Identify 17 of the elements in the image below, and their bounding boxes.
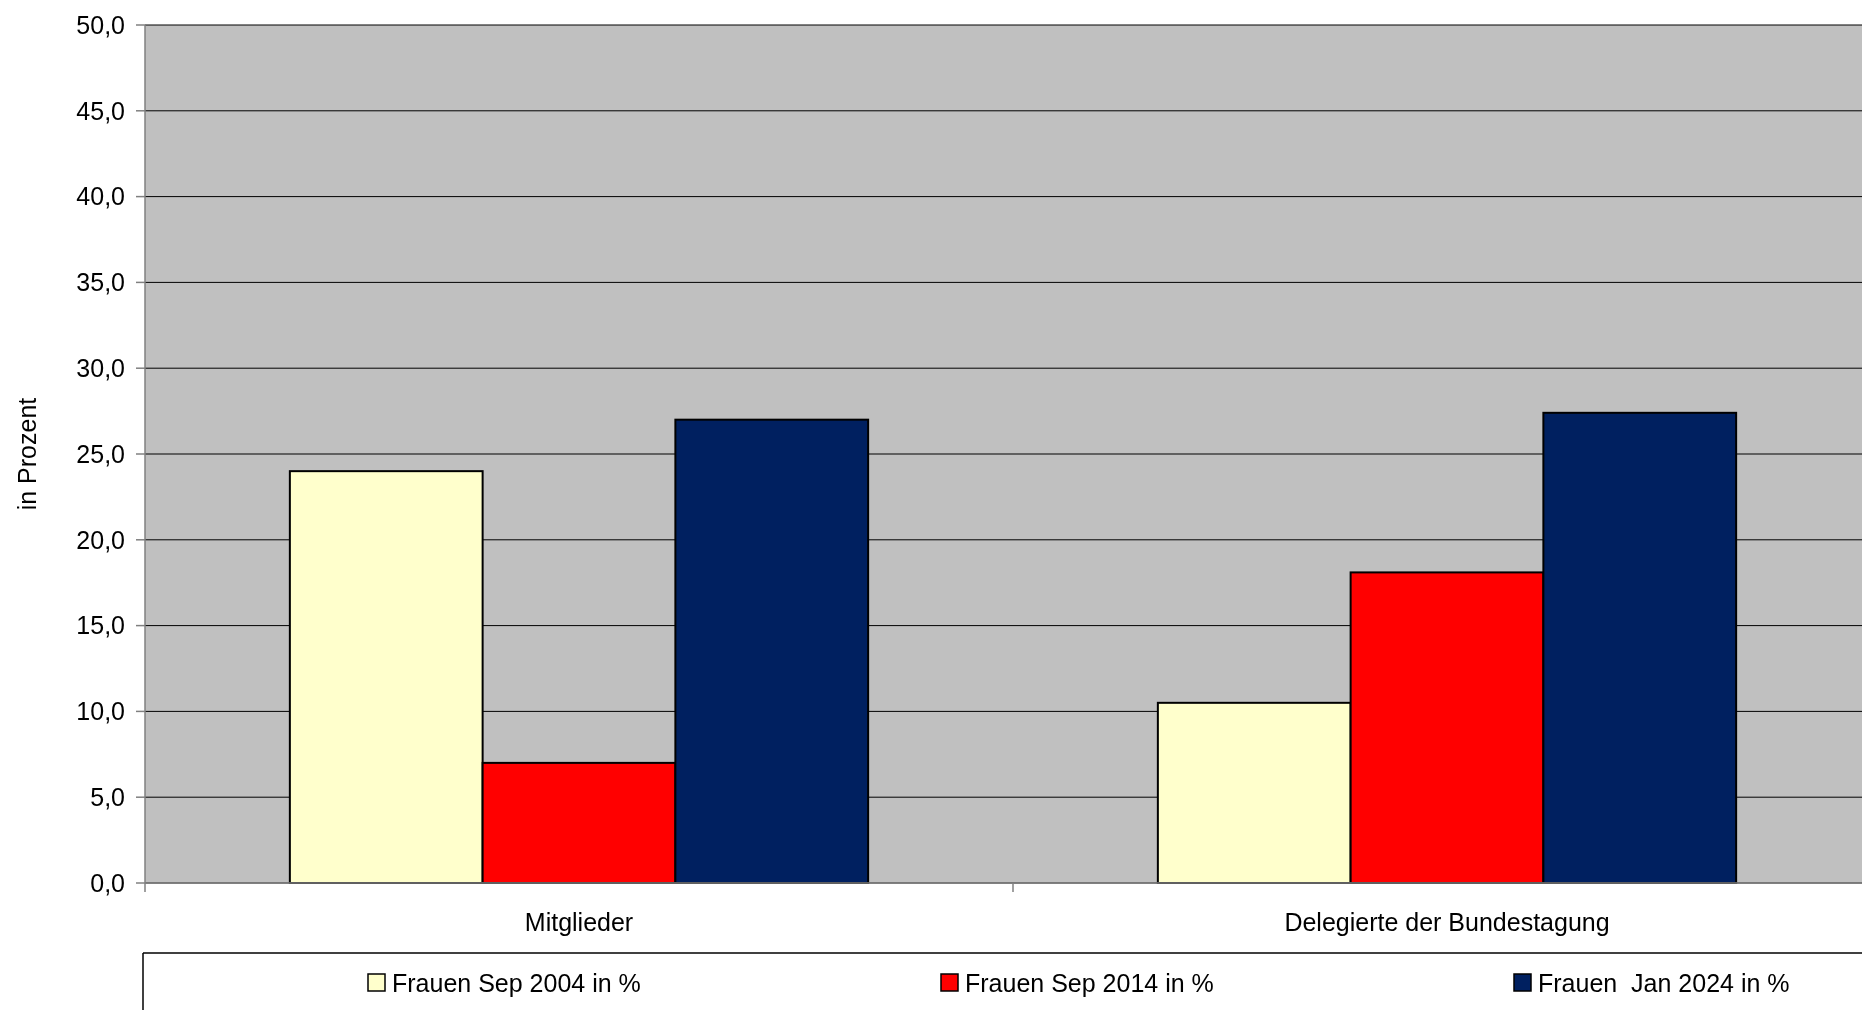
y-tick-label: 5,0 xyxy=(90,782,125,811)
y-tick-label: 45,0 xyxy=(76,96,125,125)
y-tick-label: 10,0 xyxy=(76,697,125,726)
y-tick-label: 0,0 xyxy=(90,868,125,897)
y-tick-label: 35,0 xyxy=(76,268,125,297)
x-tick-label: Delegierte der Bundestagung xyxy=(1284,908,1610,936)
y-tick-label: 25,0 xyxy=(76,439,125,468)
y-tick-label: 20,0 xyxy=(76,525,125,554)
legend-label: Frauen Sep 2014 in % xyxy=(965,968,1214,997)
legend-label: Frauen Jan 2024 in % xyxy=(1538,968,1790,997)
y-axis-title: in Prozent xyxy=(13,397,41,511)
y-tick-label: 50,0 xyxy=(76,10,125,39)
legend-label: Frauen Sep 2004 in % xyxy=(392,968,641,997)
y-tick-label: 40,0 xyxy=(76,182,125,211)
x-tick-label: Mitglieder xyxy=(524,908,634,936)
y-tick-label: 30,0 xyxy=(76,353,125,382)
y-tick-label: 15,0 xyxy=(76,611,125,640)
